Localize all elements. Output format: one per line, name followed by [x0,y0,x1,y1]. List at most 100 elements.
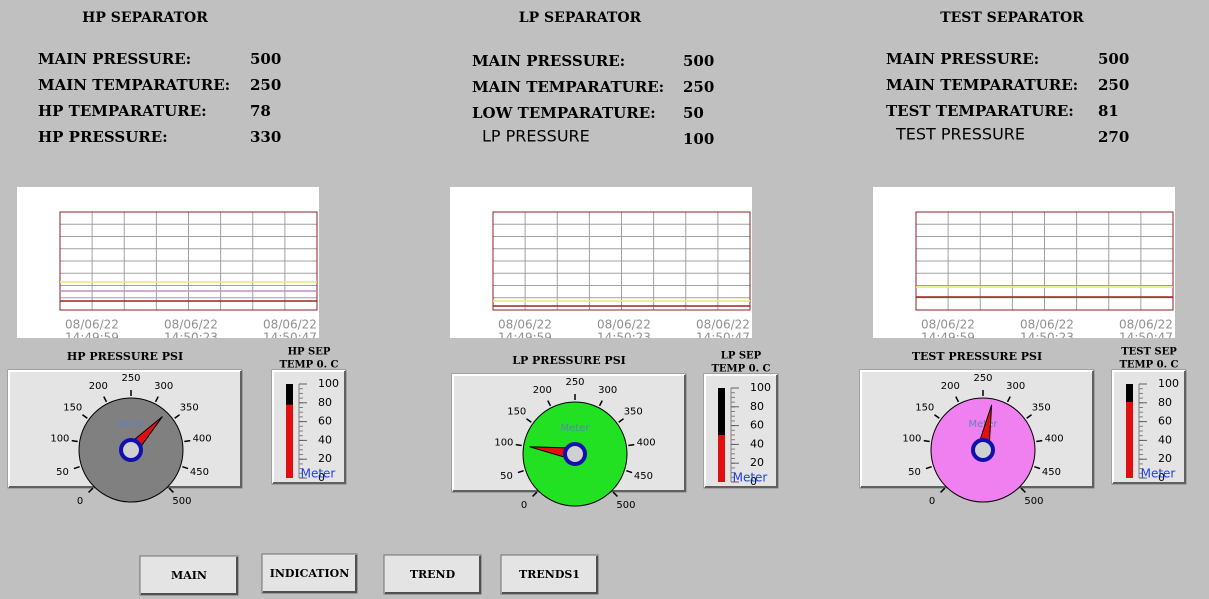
gauge-box-light [860,370,1093,487]
thermo-caption: Meter [733,471,768,485]
button-face [500,554,599,595]
thermo-title: HP SEP [288,347,331,358]
gauge-tick-label: 200 [533,385,552,396]
trend-date: 08/06/22 [164,318,218,332]
trend-panel [873,187,1175,338]
gauge-box-shade [9,371,242,488]
trend-date: 08/06/22 [263,318,317,332]
gauge-tick [526,418,532,423]
thermo-title: TEMP 0. C [279,360,338,371]
gauge-tick-label: 500 [172,496,191,507]
thermo-box-light [1112,370,1185,483]
reading-value: 500 [250,50,281,68]
button-shade [385,556,481,594]
trend-date: 08/06/22 [696,318,750,332]
gauge-tick [515,443,522,447]
gauge-tick [88,487,94,493]
gauge-hub [119,438,143,462]
gauge-tick-label: 450 [634,471,653,482]
gauge-tick-label: 450 [1042,467,1061,478]
gauge-tick [618,418,624,423]
thermo-title: LP SEP [721,351,762,362]
gauge-tick-label: 150 [915,403,934,414]
button-shade [502,556,598,594]
reading-label: MAIN PRESSURE: [886,50,1039,68]
gauge-tick-label: 100 [494,438,513,449]
gauge-tick [82,414,88,419]
trend-frame [59,211,318,311]
gauge-hub [563,442,587,466]
button-label: TREND [410,568,456,581]
gauge-tick-label: 100 [50,434,69,445]
thermo-title: TEST SEP [1121,347,1177,358]
gauge-tick-label: 300 [598,385,617,396]
thermo-box [271,369,347,485]
gauge-tick-label: 250 [121,373,140,384]
reading-label: HP PRESSURE: [38,128,168,146]
trend-frame [492,211,751,311]
thermo-title: TEMP 0. C [1119,360,1178,371]
nav-button[interactable]: MAIN [139,555,239,596]
button-face [261,553,358,594]
gauge-tick [174,414,180,419]
button-face [383,554,482,595]
gauge-tick [517,469,524,474]
trend-date: 08/06/22 [65,318,119,332]
thermo-level [718,435,725,482]
trend-cut [445,338,765,346]
gauge-tick-label: 50 [908,467,921,478]
reading-value: 100 [683,130,714,148]
thermo-tick-label: 0 [750,475,757,488]
gauge-hub [971,438,995,462]
gauge-box-light [452,374,685,491]
thermo-tick-label: 20 [750,456,764,469]
gauge-tick-label: 400 [193,434,212,445]
gauge-tick-label: 350 [1032,403,1051,414]
gauge-tick [182,465,189,470]
gauge-tick-label: 50 [56,467,69,478]
nav-button[interactable]: TREND [383,554,482,595]
gauge-tick-label: 400 [1045,434,1064,445]
thermo-tick-label: 0 [1158,471,1165,484]
reading-label: MAIN TEMPARATURE: [38,76,230,94]
panel-title: TEST SEPARATOR [940,10,1084,26]
gauge-tick-label: 450 [190,467,209,478]
gauge-tick-label: 200 [89,381,108,392]
thermo-tick-label: 80 [750,400,764,413]
reading-value: 330 [250,128,281,146]
gauge-tick-label: 150 [507,407,526,418]
gauge-tick-label: 400 [637,438,656,449]
thermo-tick-label: 80 [1158,396,1172,409]
reading-label: MAIN TEMPARATURE: [886,76,1078,94]
reading-label: MAIN PRESSURE: [472,52,625,70]
thermo-box-shade [705,375,778,488]
gauge-tick-label: 350 [180,403,199,414]
thermo-box-shade [1113,371,1186,484]
trend-date: 08/06/22 [597,318,651,332]
reading-value: 250 [1098,76,1129,94]
trend-cut [868,338,1188,346]
thermo-caption: Meter [301,467,336,481]
reading-label: LP PRESSURE [482,127,590,146]
thermo-title: TEMP 0. C [711,364,770,375]
button-shade [263,555,357,593]
gauge-tick-label: 300 [154,381,173,392]
thermo-tick-label: 40 [1158,433,1172,446]
thermo-tick-label: 60 [318,415,332,428]
thermo-tick-label: 20 [1158,452,1172,465]
thermo-tick-label: 20 [318,452,332,465]
thermo-tick-label: 80 [318,396,332,409]
gauge-caption: Meter [117,419,147,430]
reading-label: MAIN TEMPARATURE: [472,78,664,96]
nav-button[interactable]: TRENDS1 [500,554,599,595]
gauge-title: LP PRESSURE PSI [512,354,626,367]
nav-button[interactable]: INDICATION [261,553,358,594]
gauge-tick [1026,414,1032,419]
thermo-box [1111,369,1187,485]
button-shade [141,557,238,595]
trend-cut [12,338,332,346]
gauge-tick-label: 0 [521,500,527,511]
gauge-tick [934,414,940,419]
thermo-box-light [272,370,345,483]
